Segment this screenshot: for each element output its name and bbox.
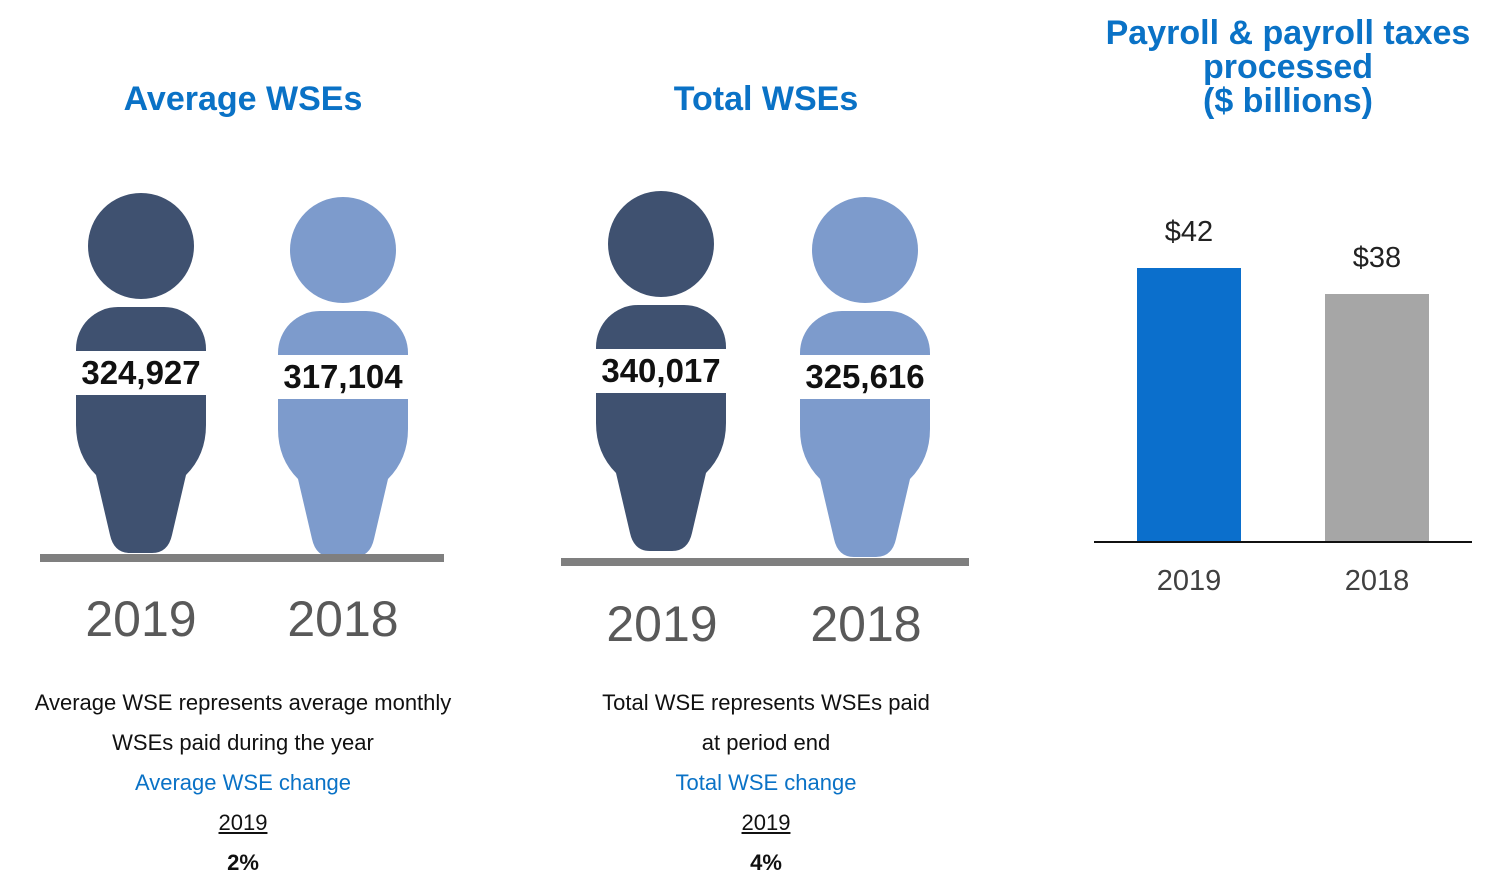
person-torso [76,307,206,351]
total-wse-2018-value: 325,616 [796,355,934,399]
payroll-title-line1: Payroll & payroll taxes [1105,14,1471,52]
bar-value-label-2019: $42 [1164,216,1214,248]
total-wse-2019-value: 340,017 [592,349,730,393]
person-legs [278,399,408,557]
person-icon-2018-average: 317,104 [274,197,412,557]
total-baseline [561,558,969,566]
average-wse-2018-value: 317,104 [274,355,412,399]
person-head [88,193,194,299]
average-change-year: 2019 [218,810,268,835]
total-change-year: 2019 [741,810,791,835]
average-note-line2: WSEs paid during the year [112,730,374,755]
bar-2018 [1325,294,1429,541]
person-head [812,197,918,303]
total-year-2018: 2018 [810,596,922,652]
total-change-value: 4% [750,850,782,875]
total-note-line2: at period end [701,730,831,755]
average-note-line1: Average WSE represents average monthly [34,690,452,715]
person-icon-2018-total: 325,616 [796,197,934,557]
x-axis-line [1094,541,1472,543]
bar-category-2019: 2019 [1156,565,1222,597]
total-wse-note: Total WSE represents WSEs paid at period… [520,683,1012,883]
person-legs [800,399,930,557]
average-wses-title: Average WSEs [123,80,363,118]
person-legs [596,393,726,551]
average-baseline [40,554,444,562]
total-note-line1: Total WSE represents WSEs paid [602,690,930,715]
bar-value-label-2018: $38 [1352,242,1402,274]
person-icon-2019-total: 340,017 [592,191,730,551]
person-legs [76,395,206,553]
person-icon-2019-average: 324,927 [72,193,210,553]
total-change-label: Total WSE change [675,770,857,795]
total-year-2019: 2019 [606,596,718,652]
bar-category-2018: 2018 [1344,565,1410,597]
average-change-value: 2% [227,850,259,875]
average-wse-note: Average WSE represents average monthly W… [0,683,486,883]
person-torso [800,311,930,355]
total-wses-title: Total WSEs [673,80,859,118]
average-change-label: Average WSE change [134,770,352,795]
bar-2019 [1137,268,1241,541]
payroll-chart-title: Payroll & payroll taxes processed ($ bil… [1088,16,1488,118]
person-torso [278,311,408,355]
average-year-2019: 2019 [85,591,197,647]
average-year-2018: 2018 [287,591,399,647]
person-head [290,197,396,303]
payroll-title-line2: processed [1202,48,1374,86]
person-torso [596,305,726,349]
person-head [608,191,714,297]
average-wse-2019-value: 324,927 [72,351,210,395]
payroll-title-line3: ($ billions) [1203,82,1373,120]
